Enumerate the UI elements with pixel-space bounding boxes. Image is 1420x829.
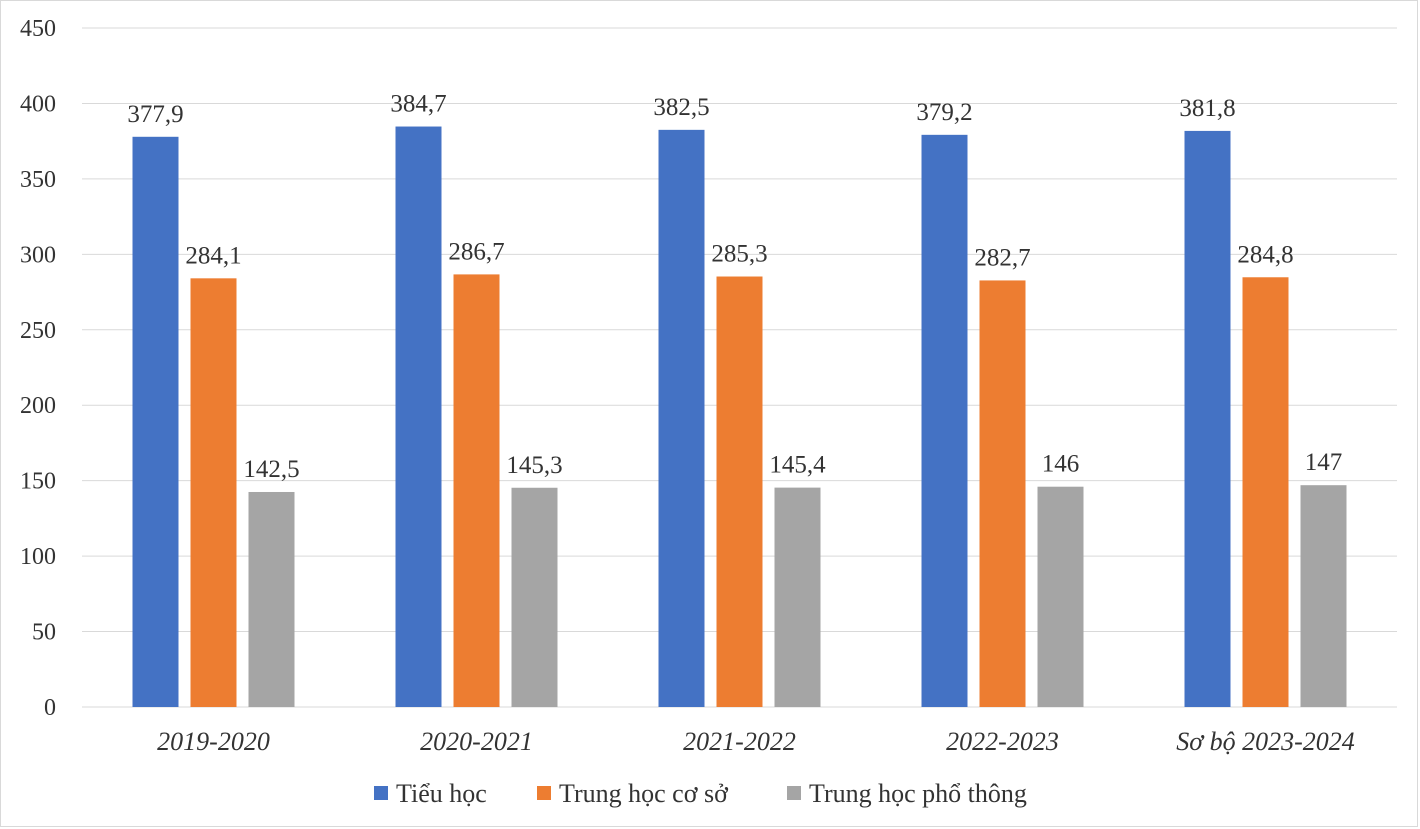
legend-label: Trung học cơ sở	[559, 779, 729, 808]
bar-trung-học-phổ-thông	[1037, 486, 1084, 707]
legend-item[interactable]: Trung học cơ sở	[537, 779, 729, 808]
y-axis-ticks: 0 50 100 150 200 250 300 350 400 450	[20, 16, 56, 721]
y-tick-label: 350	[20, 167, 56, 193]
data-label: 146	[1042, 451, 1080, 478]
data-label: 145,3	[506, 452, 562, 479]
x-tick-label: 2020-2021	[420, 727, 533, 756]
legend-item[interactable]: Tiểu học	[374, 779, 487, 808]
data-label: 379,2	[916, 99, 972, 126]
y-tick-label: 150	[20, 469, 56, 495]
y-tick-label: 50	[32, 620, 56, 646]
data-label: 284,1	[185, 242, 241, 269]
bar-trung-học-cơ-sở	[190, 278, 237, 707]
legend-swatch	[374, 786, 388, 800]
bar-tiểu-học	[658, 129, 705, 708]
legend-item[interactable]: Trung học phổ thông	[787, 779, 1027, 808]
x-tick-label: 2022-2023	[946, 727, 1059, 756]
bar-trung-học-cơ-sở	[1242, 277, 1289, 707]
data-label: 147	[1305, 449, 1343, 476]
data-label: 145,4	[769, 452, 826, 479]
legend[interactable]: Tiểu học Trung học cơ sở Trung học phổ thô…	[374, 779, 1027, 808]
bar-tiểu-học	[395, 126, 442, 707]
y-tick-label: 300	[20, 242, 56, 268]
bar-trung-học-cơ-sở	[453, 274, 500, 707]
x-axis-ticks: 2019-2020 2020-2021 2021-2022 2022-2023 Sơ b…	[157, 727, 1355, 756]
bar-tiểu-học	[132, 136, 179, 707]
bar-trung-học-phổ-thông	[774, 487, 821, 707]
bar-trung-học-cơ-sở	[716, 276, 763, 707]
x-tick-label: 2019-2020	[157, 727, 270, 756]
bar-tiểu-học	[1184, 130, 1231, 707]
data-label: 381,8	[1179, 95, 1235, 122]
y-tick-label: 400	[20, 91, 56, 117]
legend-swatch	[537, 786, 551, 800]
bar-trung-học-phổ-thông	[248, 491, 295, 707]
data-labels: 377,9 284,1 142,5 384,7 286,7 145,3 382,5 285,3…	[127, 91, 1342, 483]
data-label: 286,7	[448, 238, 504, 265]
data-label: 382,5	[653, 94, 709, 121]
data-label: 284,8	[1237, 241, 1293, 268]
y-tick-label: 200	[20, 393, 56, 419]
x-tick-label: Sơ bộ 2023-2024	[1176, 727, 1355, 756]
bar-trung-học-phổ-thông	[1300, 485, 1347, 707]
x-tick-label: 2021-2022	[683, 727, 796, 756]
gridlines	[82, 27, 1397, 708]
legend-label: Trung học phổ thông	[809, 779, 1027, 808]
bar-trung-học-phổ-thông	[511, 487, 558, 707]
y-tick-label: 250	[20, 318, 56, 344]
bars	[132, 126, 1347, 708]
data-label: 142,5	[243, 456, 299, 483]
bar-trung-học-cơ-sở	[979, 280, 1026, 707]
y-tick-label: 0	[44, 695, 56, 721]
y-tick-label: 450	[20, 16, 56, 42]
y-tick-label: 100	[20, 544, 56, 570]
data-label: 282,7	[974, 244, 1030, 271]
data-label: 285,3	[711, 241, 767, 268]
legend-label: Tiểu học	[396, 779, 487, 808]
data-label: 384,7	[390, 91, 446, 118]
bar-tiểu-học	[921, 134, 968, 707]
legend-swatch	[787, 786, 801, 800]
data-label: 377,9	[127, 101, 183, 128]
